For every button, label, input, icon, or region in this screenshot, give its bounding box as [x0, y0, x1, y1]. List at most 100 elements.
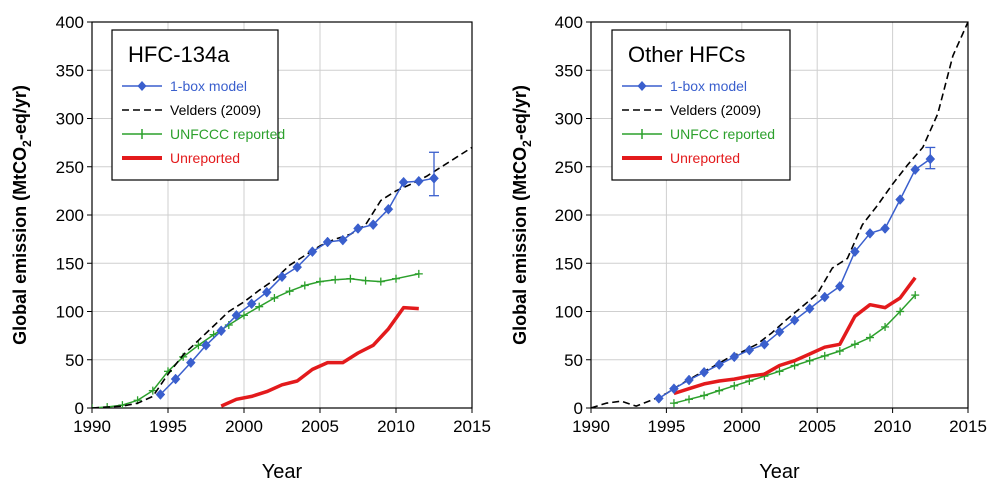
- chart1-xtick-label-1995: 1995: [149, 417, 187, 436]
- chart2-series-1-box-model-point-4: [714, 359, 725, 370]
- chart2-ylabel: Global emission (MtCO2-eq/yr): [510, 85, 534, 345]
- chart2-series-1-box-model-point-2: [684, 374, 694, 386]
- chart2-series-unfcc-reported-point-13: [865, 333, 874, 342]
- chart2-legend-box: [611, 29, 791, 181]
- chart2-ytick-label-400: 400: [555, 13, 583, 32]
- chart2-series-unfcc-reported-point-12: [850, 340, 859, 349]
- chart1-series-unfccc-reported-point-14: [300, 281, 309, 290]
- chart1-xtick-label-1990: 1990: [73, 417, 111, 436]
- chart2-xlabel: Year: [759, 461, 800, 480]
- chart1-series-unfccc-reported-point-21: [414, 269, 423, 278]
- chart1-series-unfccc-reported-point-7: [194, 341, 203, 350]
- chart2-series-1-box-model-point-10: [804, 303, 815, 314]
- chart1-series-unfccc-reported-point-20: [392, 274, 400, 283]
- chart1-ytick-label-0: 0: [75, 399, 84, 418]
- chart1-xtick-label-2005: 2005: [301, 417, 339, 436]
- chart1-series-1-box-model-point-0: [155, 389, 166, 400]
- chart1-xtick-label-2010: 2010: [377, 417, 415, 436]
- chart1-legend-item-1-label: 1-box model: [170, 78, 247, 94]
- chart1-legend-item-4-label: Unreported: [170, 150, 240, 166]
- chart1-xlabel: Year: [262, 461, 303, 480]
- chart1-legend-item-3: UNFCCC reported: [122, 126, 285, 142]
- chart2-xtick-label-2015: 2015: [949, 417, 987, 436]
- chart2-series-1-box-model-point-6: [744, 344, 755, 356]
- chart1-ytick-label-250: 250: [56, 158, 84, 177]
- chart2-series-unfcc-reported-point-1: [685, 395, 694, 404]
- chart1-series-1-box-model-line: [159, 177, 435, 396]
- chart2-series-unfcc-reported-point-9: [805, 356, 814, 365]
- chart2-xtick-label-2000: 2000: [723, 417, 761, 436]
- chart2-legend-item-4: Unreported: [622, 150, 740, 166]
- chart1-legend-item-2: Velders (2009): [122, 102, 261, 118]
- chart1-series-1-box-model-point-3: [201, 339, 211, 351]
- chart2-ytick-label-100: 100: [555, 303, 583, 322]
- chart2: 1990 1995 2000 2005 2010 2015 0 50 100 150 200 250 3…: [510, 13, 987, 480]
- chart2-series-1-box-model-point-14: [865, 227, 875, 239]
- chart1-series-1-box-model-point-8: [277, 271, 287, 283]
- chart2-series-unfcc-reported-point-5: [745, 376, 754, 385]
- chart1-series-1-box-model-point-14: [368, 219, 379, 231]
- chart1-xtick-label-2015: 2015: [453, 417, 491, 436]
- chart2-series-unfcc-reported-point-3: [715, 386, 724, 395]
- chart1-series-1-box-model-point-13: [353, 223, 363, 234]
- chart1-series-1-box-model-point-7: [261, 286, 272, 298]
- chart1-legend-item-3-label: UNFCCC reported: [170, 126, 285, 142]
- chart1-series-unfccc-reported-point-18: [361, 276, 370, 285]
- chart1-series-1-box-model-point-2: [185, 357, 196, 369]
- chart1-series-1-box-model-point-9: [292, 261, 303, 273]
- chart2-series-unfcc-reported-point-11: [835, 347, 844, 356]
- chart1-legend-item-1: 1-box model: [122, 78, 247, 94]
- chart1-series-unfccc-reported-point-13: [285, 287, 294, 296]
- chart1-ytick-label-100: 100: [56, 303, 84, 322]
- chart1-series-unfccc-reported-line: [92, 273, 419, 408]
- chart2-ytick-label-350: 350: [555, 61, 583, 80]
- chart1-series-unfccc-reported-point-15: [316, 277, 324, 286]
- chart2-ytick-label-50: 50: [564, 351, 583, 370]
- chart1-legend-item-1-marker: [137, 81, 147, 91]
- chart1-ytick-label-300: 300: [56, 110, 84, 129]
- chart2-series-unfcc-reported-point-2: [700, 391, 709, 400]
- chart1-series-unfccc-reported-point-17: [346, 274, 355, 283]
- chart2-xtick-label-1990: 1990: [572, 417, 610, 436]
- chart1-series-unfccc-reported-point-10: [240, 311, 248, 320]
- chart2-series-1-box-model-point-18: [925, 153, 936, 165]
- chart2-series-unreported-line: [673, 276, 917, 396]
- chart1-ytick-label-50: 50: [65, 351, 84, 370]
- chart2-xtick-label-2005: 2005: [798, 417, 836, 436]
- chart1-series-1-box-model-point-6: [246, 298, 257, 310]
- chart1-series-1-box-model-point-17: [413, 175, 424, 187]
- chart2-series-1-box-model-point-17: [910, 164, 921, 176]
- chart1-xtick-label-2000: 2000: [225, 417, 263, 436]
- chart2-legend-item-3-label: UNFCC reported: [670, 126, 775, 142]
- chart2-series-1-box-model-point-16: [895, 194, 905, 205]
- chart2-series-unfcc-reported-point-0: [669, 399, 678, 408]
- chart2-series-unfcc-reported-point-4: [730, 381, 739, 390]
- chart1-ytick-label-350: 350: [56, 61, 84, 80]
- chart2-xtick-label-2010: 2010: [874, 417, 912, 436]
- chart2-ytick-label-0: 0: [574, 399, 583, 418]
- chart2-series-1-box-model-point-0: [654, 392, 664, 404]
- chart1-title: HFC-134a: [128, 42, 230, 67]
- chart1-series-1-box-model-point-1: [170, 373, 181, 385]
- chart2-series-1-box-model-point-7: [759, 338, 770, 350]
- chart1-ytick-label-150: 150: [56, 254, 84, 273]
- chart1-legend-box: [111, 29, 279, 181]
- chart1-series-1-box-model-point-10: [307, 246, 318, 258]
- chart2-series-unfcc-reported-point-7: [775, 367, 784, 376]
- chart2-ytick-label-250: 250: [555, 158, 583, 177]
- chart1-series-1-box-model-point-12: [337, 234, 348, 246]
- chart1-series-unfccc-reported-point-12: [270, 293, 279, 302]
- chart2-series-velders-2009-line: [591, 22, 968, 408]
- chart1-series-unfccc-reported-point-19: [376, 277, 385, 286]
- chart2-ytick-label-300: 300: [555, 110, 583, 129]
- chart2-legend-item-2-label: Velders (2009): [670, 102, 761, 118]
- chart1-series-unreported-line: [220, 305, 419, 408]
- chart2-ytick-label-200: 200: [555, 206, 583, 225]
- chart1-legend-item-4: Unreported: [122, 150, 240, 166]
- chart2-series-1-box-model-point-15: [880, 223, 890, 234]
- chart2-series-unfcc-reported-point-15: [896, 307, 905, 316]
- chart1-series-unfccc-reported-point-16: [331, 275, 340, 284]
- chart2-ytick-label-150: 150: [555, 254, 583, 273]
- chart1-series-1-box-model-point-11: [322, 236, 333, 248]
- chart2-legend-item-2: Velders (2009): [622, 102, 761, 118]
